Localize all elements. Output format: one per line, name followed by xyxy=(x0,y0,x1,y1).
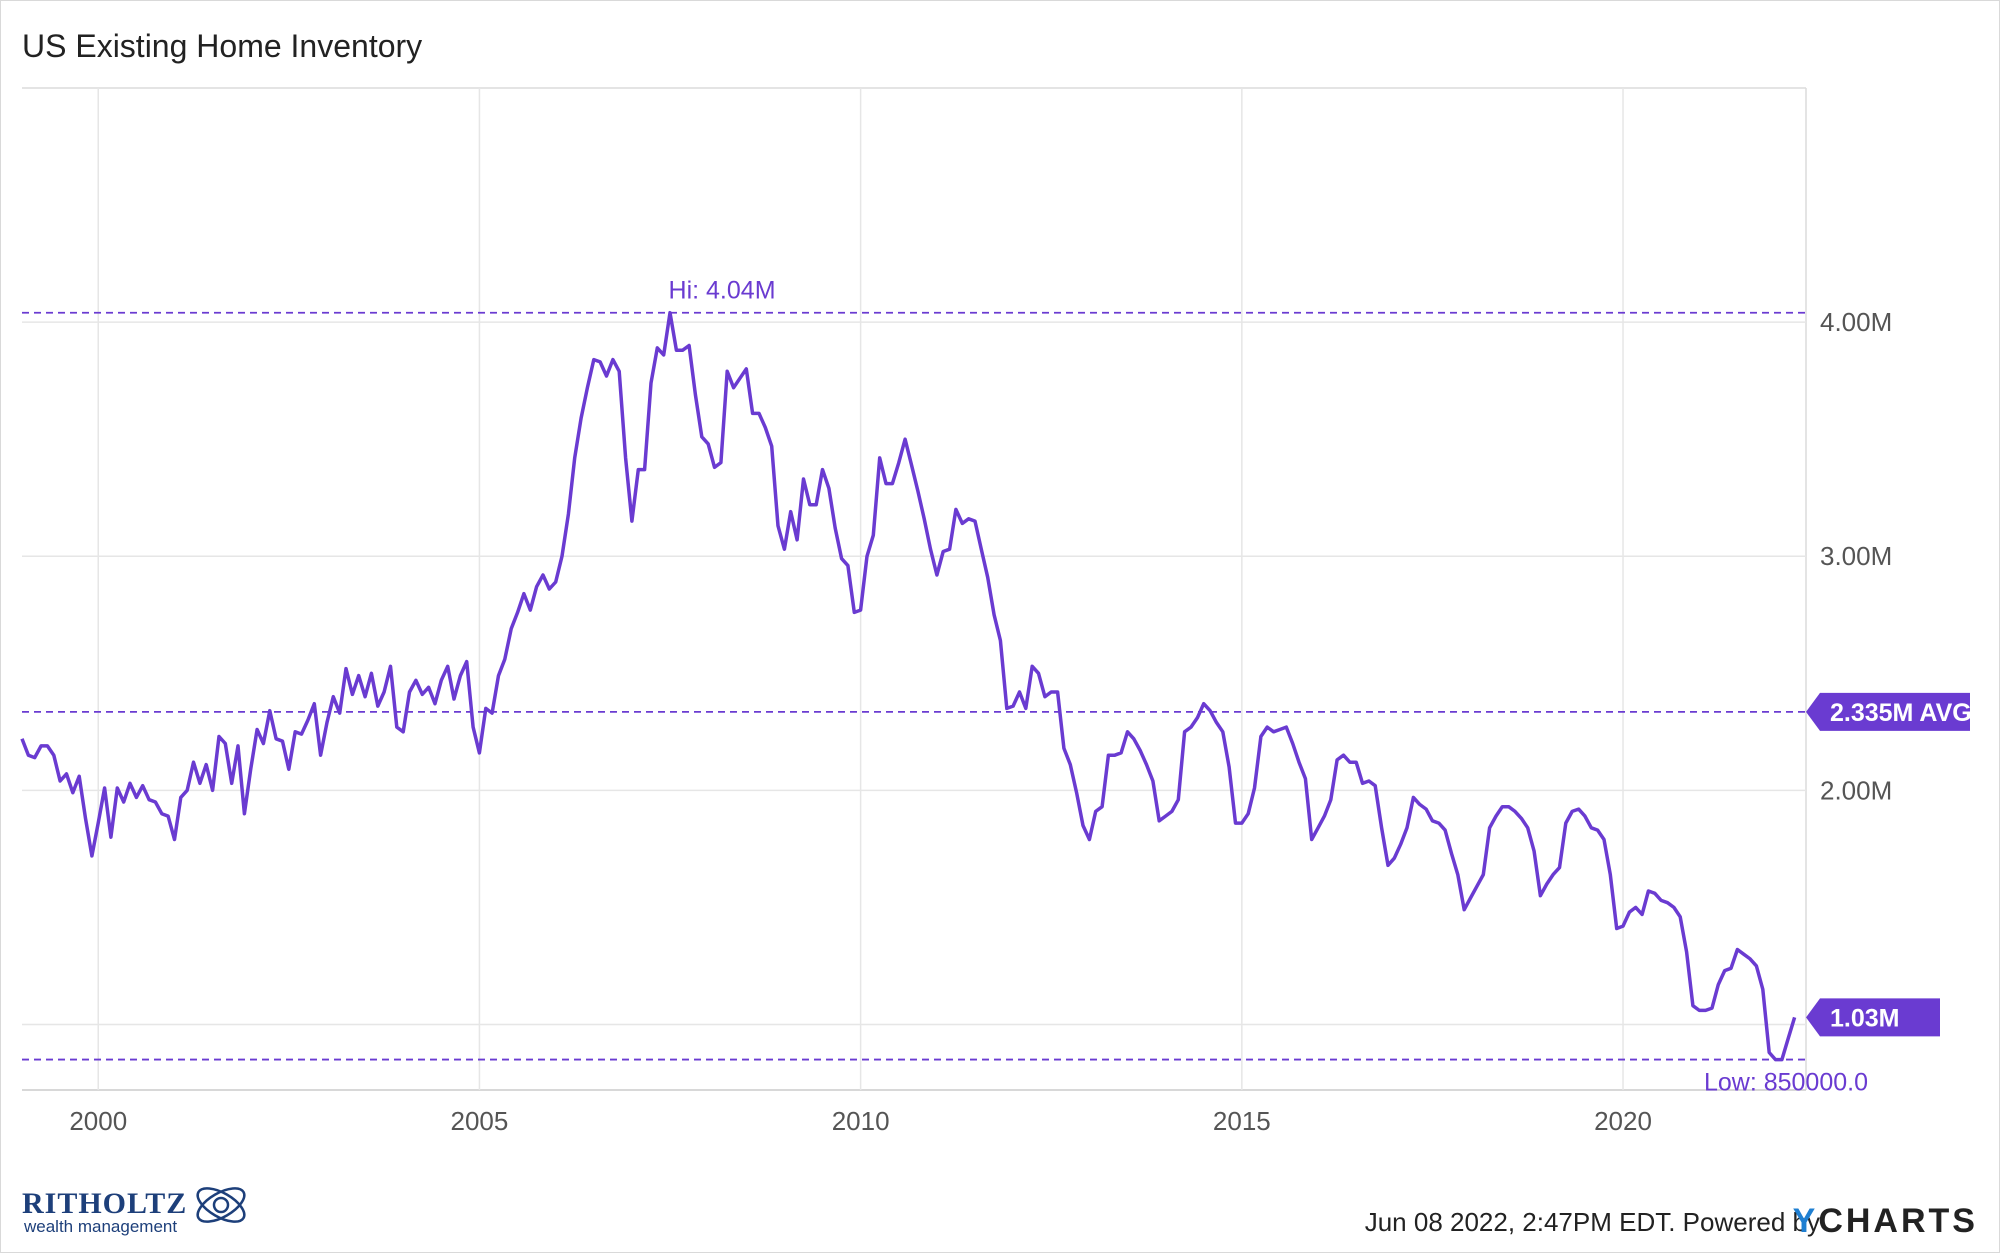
series-layer xyxy=(20,310,1797,1062)
low-label: Low: 850000.0 xyxy=(1704,1069,1868,1097)
x-tick-label: 2010 xyxy=(832,1106,890,1136)
x-tick-label: 2020 xyxy=(1594,1106,1652,1136)
logo-emblem-icon xyxy=(196,1187,246,1223)
last-value-badge-text: 1.03M xyxy=(1830,1004,1899,1032)
hi-label: Hi: 4.04M xyxy=(669,277,776,305)
ritholtz-logo: RITHOLTZ wealth management xyxy=(22,1175,252,1236)
ycharts-brand: YCHARTS xyxy=(1793,1202,1978,1241)
avg-badge-text: 2.335M AVG xyxy=(1830,699,1972,727)
x-tick-label: 2015 xyxy=(1213,1106,1271,1136)
footer-timestamp: Jun 08 2022, 2:47PM EDT. Powered by xyxy=(1364,1207,1820,1237)
x-tick-label: 2005 xyxy=(451,1106,509,1136)
series-line xyxy=(20,310,1797,1062)
grid-lines xyxy=(22,87,1807,1091)
avg-badge: 2.335M AVG xyxy=(1806,692,1972,731)
avg-badge-bg xyxy=(1806,692,1970,731)
page-title: US Existing Home Inventory xyxy=(22,28,423,64)
ycharts-rest: CHARTS xyxy=(1818,1202,1978,1240)
x-tick-label: 2000 xyxy=(69,1106,127,1136)
last-value-badge: 1.03M xyxy=(1806,998,1940,1037)
logo-name: RITHOLTZ xyxy=(22,1187,188,1220)
last-value-badge-bg xyxy=(1806,998,1940,1037)
y-tick-label: 4.00M xyxy=(1820,307,1892,337)
y-tick-label: 3.00M xyxy=(1820,541,1892,571)
label-layer: 2000 2005 2010 2015 2020 2.00M 3.00M 4.00M Hi: 4… xyxy=(69,277,1971,1136)
ycharts-y: Y xyxy=(1792,1202,1819,1240)
logo-subtitle: wealth management xyxy=(24,1217,178,1236)
y-tick-label: 2.00M xyxy=(1820,775,1892,805)
reference-lines xyxy=(22,311,1806,1061)
